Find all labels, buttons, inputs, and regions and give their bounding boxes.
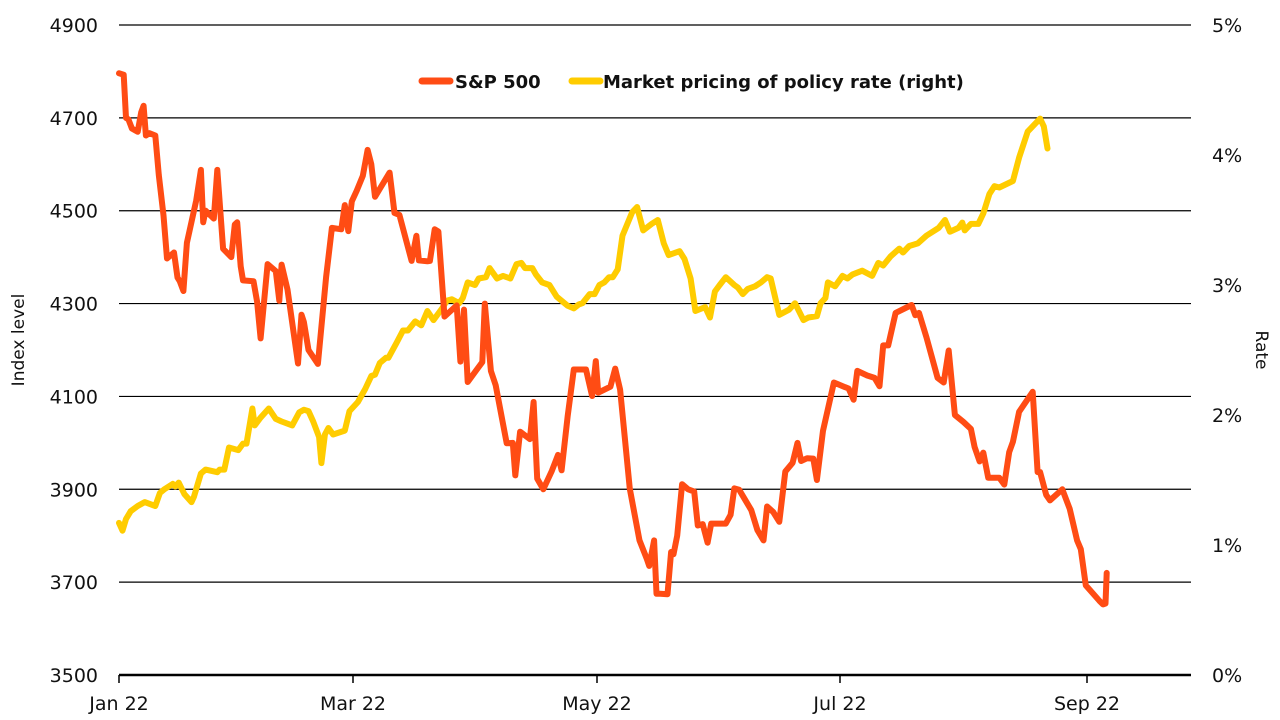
y2-tick-label: 1% xyxy=(1212,535,1242,557)
legend: S&P 500 Market pricing of policy rate (ri… xyxy=(418,72,964,93)
x-tick-label: Jan 22 xyxy=(88,693,149,715)
y-tick-label: 3700 xyxy=(50,572,98,594)
y2-tick-label: 0% xyxy=(1212,665,1242,687)
y-tick-label: 4300 xyxy=(50,294,98,316)
gridlines xyxy=(119,24,1191,677)
y2-tick-label: 3% xyxy=(1212,275,1242,297)
legend-label-policy-rate: Market pricing of policy rate (right) xyxy=(603,72,964,93)
y2-tick-label: 5% xyxy=(1212,15,1242,37)
x-tick-label: Jul 22 xyxy=(812,693,866,715)
y-axis-left: 3500 3700 3900 4100 4300 4500 4700 4900 xyxy=(50,15,98,687)
policy-rate-line xyxy=(116,115,1051,534)
y-tick-label: 3500 xyxy=(50,665,98,687)
y2-tick-label: 2% xyxy=(1212,405,1242,427)
x-tick-label: May 22 xyxy=(562,693,632,715)
y-tick-label: 4900 xyxy=(50,15,98,37)
y-axis-right: 0% 1% 2% 3% 4% 5% xyxy=(1212,15,1242,687)
legend-label-sp500: S&P 500 xyxy=(455,72,541,93)
series-lines xyxy=(116,70,1110,608)
y-axis-title: Index level xyxy=(9,294,29,387)
x-axis: Jan 22 Mar 22 May 22 Jul 22 Sep 22 xyxy=(88,675,1120,715)
y2-axis-title: Rate xyxy=(1251,331,1271,370)
y-tick-label: 4100 xyxy=(50,386,98,408)
x-tick-label: Mar 22 xyxy=(320,693,386,715)
y-tick-label: 3900 xyxy=(50,479,98,501)
y-tick-label: 4700 xyxy=(50,108,98,130)
y-tick-label: 4500 xyxy=(50,201,98,223)
y2-tick-label: 4% xyxy=(1212,145,1242,167)
sp500-line xyxy=(116,70,1110,608)
x-tick-label: Sep 22 xyxy=(1054,693,1120,715)
